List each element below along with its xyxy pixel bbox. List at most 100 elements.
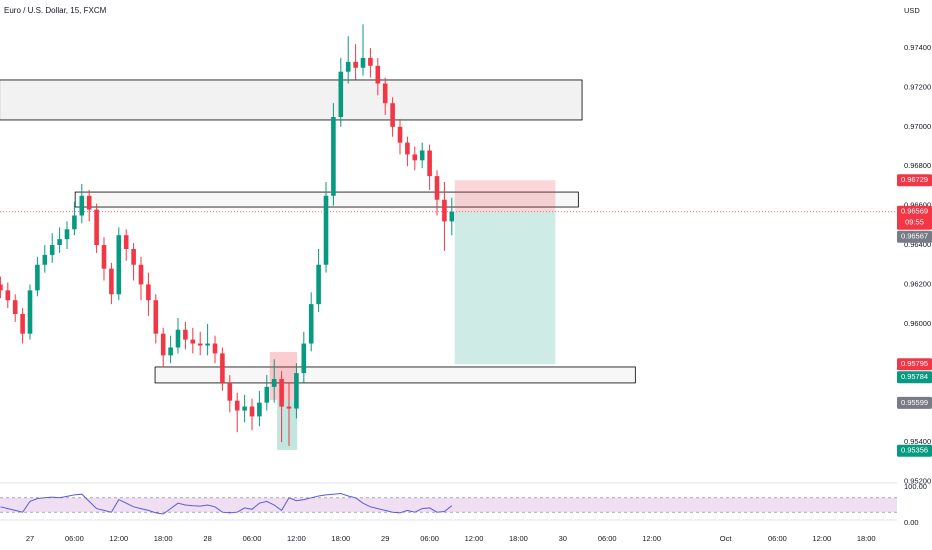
candle-body (101, 245, 107, 269)
candle-body (20, 313, 25, 334)
x-tick-label: 06:00 (598, 534, 617, 543)
candle-body (227, 382, 233, 401)
candle-body (86, 195, 92, 210)
y-tick-label: 0.96800 (904, 161, 931, 170)
candle-body (183, 329, 188, 340)
candle-body (301, 343, 307, 374)
candle-body (72, 215, 77, 230)
y-tick-label: 0.96000 (904, 319, 931, 328)
y-tick-label: 0.96400 (904, 240, 931, 249)
price-tag: 0.95795 (897, 358, 932, 371)
x-tick-label: 27 (26, 534, 34, 543)
price-tag: 0.96729 (897, 174, 932, 187)
x-tick-label: 12:00 (287, 534, 306, 543)
x-tick-label: 18:00 (857, 534, 876, 543)
candle-body (153, 300, 159, 334)
price-tag-label: 0.95599 (901, 398, 928, 407)
price-tag: 0.95784 (897, 371, 932, 384)
zone (0, 79, 583, 121)
currency: USD (904, 6, 920, 15)
candle-body (390, 103, 395, 127)
x-tick-label: 12:00 (109, 534, 128, 543)
candle-body (94, 209, 99, 246)
x-tick-label: 28 (203, 534, 211, 543)
candle-body (308, 304, 314, 344)
candle-body (405, 142, 410, 155)
candle-body (35, 264, 40, 291)
candle-body (345, 61, 351, 72)
x-tick-label: 12:00 (812, 534, 831, 543)
candle-body (249, 406, 255, 417)
x-tick-label: 18:00 (509, 534, 528, 543)
x-tick-label: 06:00 (420, 534, 439, 543)
price-tag: 0.96567 (897, 230, 932, 243)
price-tag-box (897, 371, 932, 384)
candle-body (338, 71, 344, 118)
price-tag-label: 0.95795 (901, 359, 928, 368)
price-tag-label: 0.96729 (901, 175, 928, 184)
zone (277, 399, 298, 450)
x-tick-label: 30 (559, 534, 567, 543)
candle-body (168, 347, 173, 356)
candle-body (234, 400, 240, 411)
price-tag-box (897, 230, 932, 243)
countdown: 09:55 (905, 218, 924, 227)
candle-body (175, 329, 181, 348)
price-tag-box (897, 444, 932, 457)
candle-body (242, 406, 247, 411)
candle-body (382, 83, 388, 104)
price-tag-label: 0.96569 (901, 207, 928, 216)
x-tick-label: 18:00 (331, 534, 350, 543)
x-tick-label: 18:00 (154, 534, 173, 543)
candle-body (131, 248, 136, 265)
candle-body (116, 235, 122, 295)
x-tick-label: Oct (720, 534, 733, 543)
candle-body (368, 57, 373, 66)
candle-body (49, 245, 55, 255)
candle-body (264, 386, 270, 403)
candle-body (294, 373, 299, 409)
candle-body (146, 284, 151, 301)
price-tag-label: 0.95356 (901, 446, 928, 455)
y-tick-label: 0.95400 (904, 437, 931, 446)
candle-body (0, 284, 3, 291)
candle-body (42, 254, 48, 265)
price-tag-label: 0.95784 (901, 372, 928, 381)
candle-body (419, 150, 425, 161)
candle-body (220, 353, 225, 383)
x-tick-label: 12:00 (465, 534, 484, 543)
candle-body (316, 264, 321, 305)
rsi-tick-label: 0.00 (904, 518, 919, 527)
price-tag: 0.96569 09:55 (897, 205, 932, 230)
candle-body (197, 343, 203, 346)
candle-body (190, 339, 196, 344)
position-reward (454, 211, 556, 365)
candle-body (412, 154, 418, 161)
candle-body (138, 264, 144, 285)
candle-body (449, 211, 455, 222)
candle-body (271, 378, 277, 387)
candle-body (375, 65, 381, 84)
rsi-band (0, 497, 897, 513)
candle-body (353, 61, 358, 68)
candle-body (27, 290, 33, 334)
candle-body (360, 57, 366, 68)
candle-body (331, 117, 336, 196)
candle-body (160, 333, 166, 356)
x-tick-label: 06:00 (768, 534, 787, 543)
candle-body (323, 195, 329, 265)
y-tick-label: 0.96200 (904, 279, 931, 288)
candle-body (212, 343, 218, 354)
y-tick-label: 0.96600 (904, 201, 931, 210)
y-tick-label: 0.95200 (904, 476, 931, 485)
price-tag: 0.95356 (897, 444, 932, 457)
rsi-line (0, 492, 453, 515)
candle-body (279, 378, 284, 407)
candle-body (64, 229, 70, 240)
candle-body (109, 268, 114, 295)
candle-body (427, 150, 432, 177)
x-tick-label: 29 (381, 534, 389, 543)
price-tag-box (897, 174, 932, 187)
y-tick-label: 0.97200 (904, 82, 931, 91)
candle-body (12, 300, 18, 314)
